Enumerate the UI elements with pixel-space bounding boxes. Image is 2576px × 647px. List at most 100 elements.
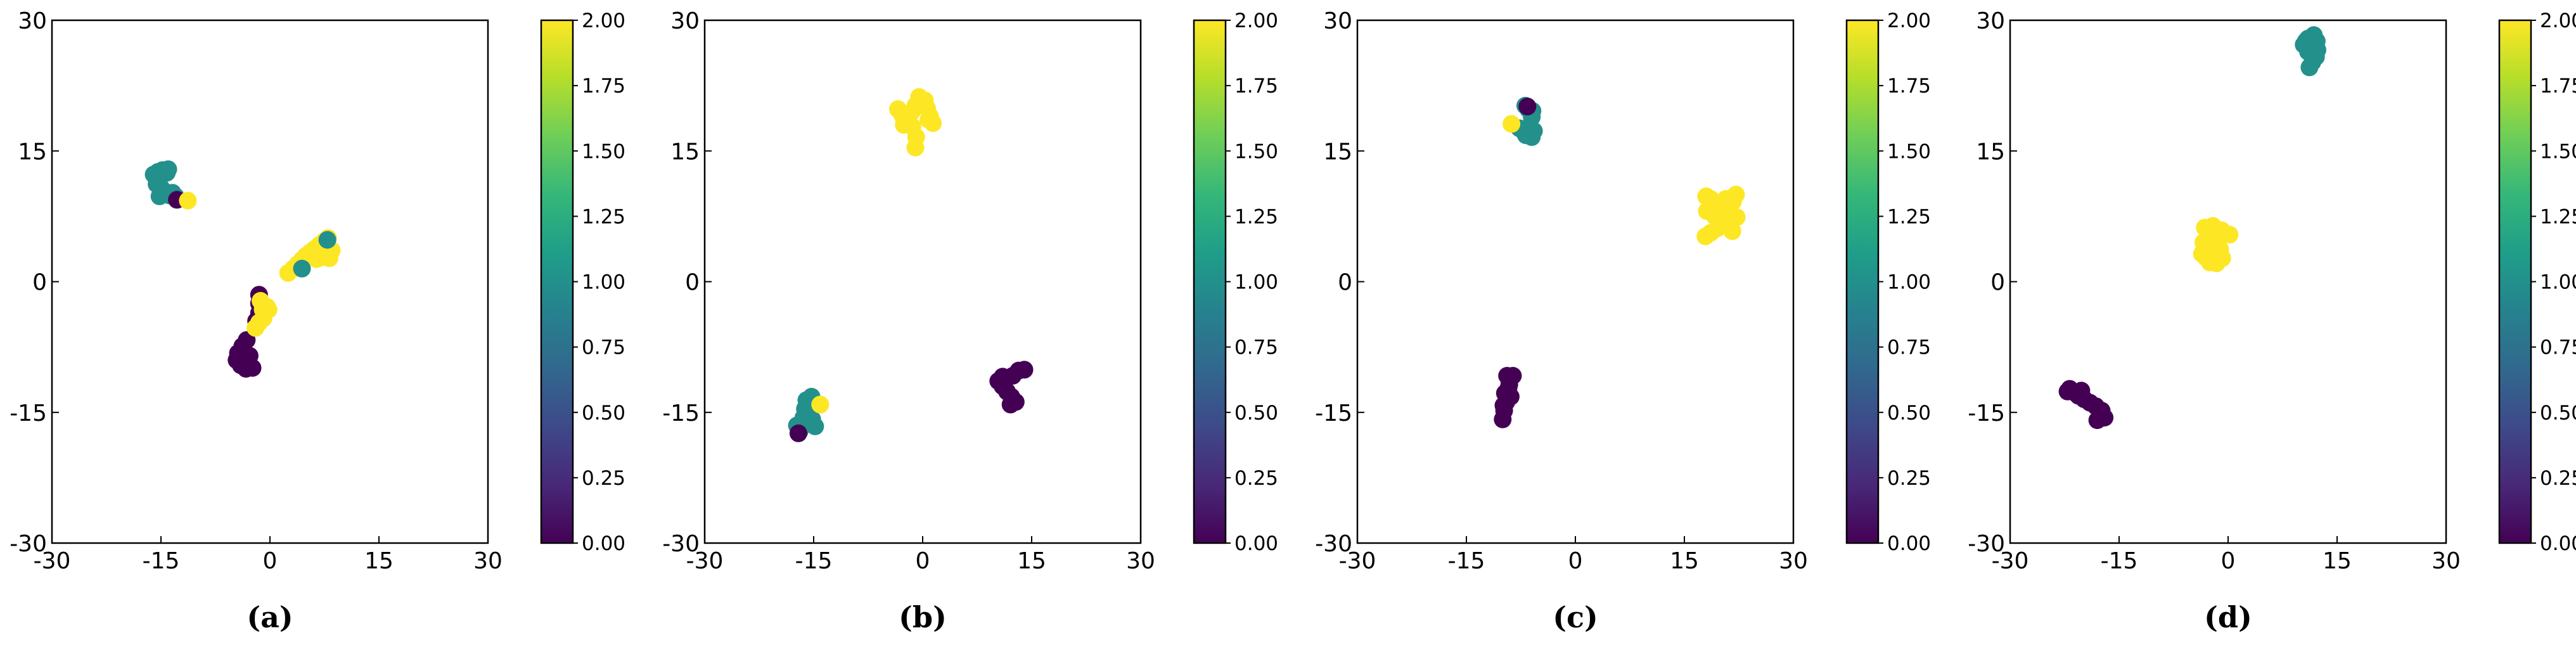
colorbar-tick-label: 1.25 (2540, 205, 2576, 228)
colorbar-tick-label: 0.75 (582, 336, 625, 359)
data-point (1499, 379, 1518, 397)
data-point (2072, 381, 2091, 400)
x-tick-label: 0 (263, 548, 278, 574)
y-tick-label: 15 (1323, 139, 1352, 165)
data-point (159, 160, 177, 179)
colorbar-tick-label: 0.50 (1887, 402, 1931, 425)
data-point (2193, 245, 2211, 263)
subplot-caption: (a) (247, 600, 293, 634)
data-point (1001, 395, 1020, 414)
y-tick-label: 30 (18, 8, 47, 34)
y-tick-label: 15 (1976, 139, 2005, 165)
data-point (247, 319, 265, 337)
data-point (1698, 202, 1716, 221)
data-point (1717, 189, 1735, 208)
data-point (895, 116, 913, 134)
colorbar-tick-label: 1.25 (1234, 205, 1278, 228)
y-tick-label: -15 (10, 400, 47, 426)
scatter-points (2058, 26, 2326, 430)
data-point (2300, 58, 2319, 77)
y-tick-label: 0 (32, 270, 47, 296)
data-point (258, 298, 276, 316)
data-point (2297, 32, 2315, 50)
colorbar-tick-label: 2.00 (1234, 10, 1278, 32)
y-tick-label: -15 (1315, 400, 1352, 426)
x-tick-label: -15 (1448, 548, 1485, 574)
colorbar-tick-label: 1.75 (582, 75, 625, 98)
data-point (1727, 208, 1746, 226)
colorbar-tick-label: 0.00 (1234, 532, 1278, 555)
y-tick-label: -30 (10, 531, 47, 557)
x-tick-label: 0 (2221, 548, 2236, 574)
data-point (293, 259, 311, 278)
y-tick-label: 0 (1338, 270, 1352, 296)
plot-frame (2009, 19, 2447, 544)
subplot-2: -30 -15 0 15 30 -30 -15 0 15 30 0.00 0.25 0.50 0.75 1.… (1315, 8, 1931, 634)
subplot-0: -30 -15 0 15 30 -30 -15 0 15 30 0.00 0.25 0.50 0.75 1.… (10, 8, 625, 634)
colorbar-tick-label: 1.75 (2540, 75, 2576, 98)
subplot-caption: (c) (1553, 600, 1598, 634)
colorbar-tick-label: 0.25 (582, 467, 625, 490)
data-point (307, 250, 326, 268)
data-point (916, 91, 934, 110)
y-tick-label: 0 (1990, 270, 2005, 296)
subplot-1: -30 -15 0 15 30 -30 -15 0 15 30 0.00 0.25 0.50 0.75 1.… (662, 8, 1278, 634)
colorbar-tick-label: 1.75 (1887, 75, 1931, 98)
colorbar-tick-label: 1.50 (1234, 140, 1278, 163)
colorbar (1845, 19, 1880, 544)
x-tick-label: 15 (2323, 548, 2352, 574)
colorbar-tick-label: 0.50 (1234, 402, 1278, 425)
colorbar-tick-label: 2.00 (582, 10, 625, 32)
data-point (318, 231, 336, 249)
y-tick-label: -15 (1968, 400, 2005, 426)
colorbar-tick-label: 1.75 (1234, 75, 1278, 98)
y-tick-label: 30 (670, 8, 700, 34)
colorbar (2498, 19, 2532, 544)
data-point (1525, 122, 1543, 140)
y-tick-label: 30 (1976, 8, 2005, 34)
subplot-caption: (b) (899, 600, 947, 634)
scatter-points (1494, 96, 1746, 428)
data-point (1696, 227, 1715, 245)
colorbar-tick-label: 1.25 (1887, 205, 1931, 228)
y-tick-label: 15 (18, 139, 47, 165)
x-tick-label: -15 (795, 548, 833, 574)
data-point (811, 395, 830, 414)
data-point (906, 138, 925, 157)
x-tick-label: -30 (1992, 548, 2029, 574)
data-point (179, 191, 197, 210)
data-point (321, 249, 338, 267)
data-point (798, 396, 816, 414)
data-point (2088, 411, 2106, 430)
colorbar-tick-label: 2.00 (2540, 10, 2576, 32)
x-tick-label: 30 (473, 548, 503, 574)
colorbar (1193, 19, 1227, 544)
colorbar (540, 19, 574, 544)
x-tick-label: -30 (686, 548, 724, 574)
colorbar-tick-label: 0.25 (1887, 467, 1931, 490)
colorbar-tick-label: 0.00 (582, 532, 625, 555)
x-tick-label: 30 (1779, 548, 1808, 574)
x-tick-label: -15 (2101, 548, 2138, 574)
data-point (789, 424, 807, 442)
y-tick-label: 0 (685, 270, 700, 296)
x-tick-label: -30 (1339, 548, 1376, 574)
colorbar-tick-label: 0.00 (1887, 532, 1931, 555)
colorbar-tick-label: 0.50 (582, 402, 625, 425)
x-tick-label: 30 (1126, 548, 1155, 574)
y-tick-label: -30 (1315, 531, 1352, 557)
x-tick-label: -30 (34, 548, 71, 574)
data-point (2058, 382, 2077, 400)
colorbar-tick-label: 0.75 (2540, 336, 2576, 359)
plot-frame (1356, 19, 1795, 544)
data-point (806, 417, 824, 435)
x-tick-label: -15 (143, 548, 180, 574)
colorbar-tick-label: 0.75 (1887, 336, 1931, 359)
plot-frame (51, 19, 489, 544)
y-tick-label: -15 (662, 400, 700, 426)
colorbar-tick-label: 0.00 (2540, 532, 2576, 555)
scatter-points (788, 88, 1034, 442)
colorbar-tick-label: 1.00 (2540, 271, 2576, 294)
data-point (1503, 115, 1521, 133)
